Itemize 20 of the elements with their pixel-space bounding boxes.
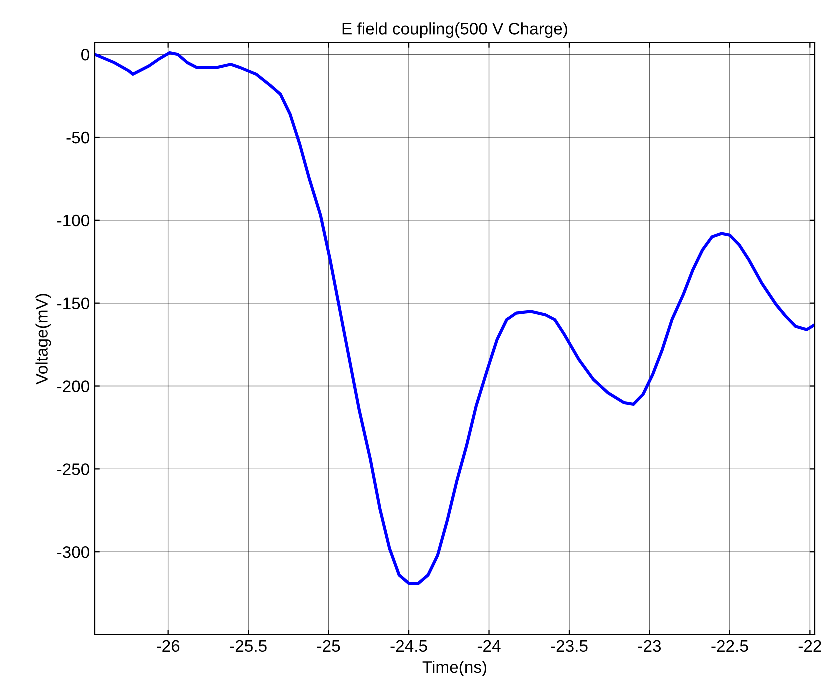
y-tick-label: -300 [58, 546, 90, 558]
y-tick-label: 0 [82, 49, 90, 61]
y-tick-label: -50 [66, 132, 90, 144]
y-tick-label: -150 [58, 298, 90, 310]
chart-title: E field coupling(500 V Charge) [342, 22, 568, 38]
y-axis-title: Voltage(mV) [36, 294, 52, 385]
x-tick-label: -25.5 [230, 640, 267, 652]
y-tick-label: -200 [58, 380, 90, 392]
x-tick-label: -24 [478, 640, 501, 652]
x-tick-label: -22.5 [712, 640, 748, 652]
y-tick-label: -100 [58, 214, 90, 227]
x-tick-label: -22 [798, 640, 822, 652]
x-tick-label: -23.5 [551, 640, 588, 652]
x-tick-label: -25 [317, 640, 340, 652]
y-tick-label: -250 [58, 464, 90, 476]
x-tick-label: -24.5 [390, 640, 428, 652]
x-axis-title: Time(ns) [422, 660, 487, 676]
x-tick-label: -23 [638, 640, 662, 652]
line-series [95, 51, 815, 586]
x-tick-label: -26 [157, 640, 180, 652]
